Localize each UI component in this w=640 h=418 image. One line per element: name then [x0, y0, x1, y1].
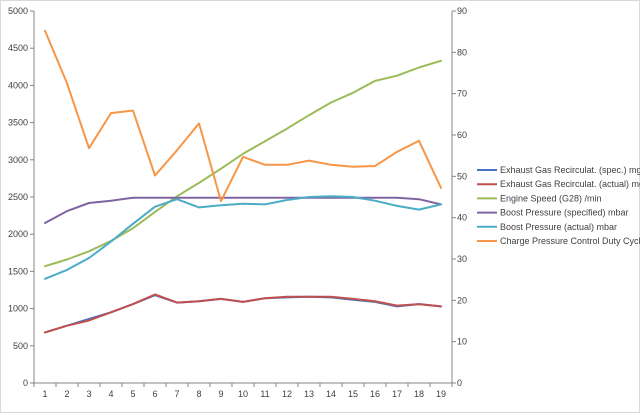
x-tick-label: 3 — [86, 389, 91, 399]
y-tick-label-left: 4500 — [8, 43, 28, 53]
x-tick-label: 11 — [260, 389, 269, 399]
x-tick-label: 9 — [218, 389, 223, 399]
x-tick-label: 14 — [326, 389, 336, 399]
y-tick-label-right: 80 — [457, 47, 467, 57]
x-tick-label: 19 — [436, 389, 446, 399]
x-tick-label: 2 — [64, 389, 69, 399]
x-tick-label: 5 — [130, 389, 135, 399]
y-tick-label-left: 5000 — [8, 6, 28, 16]
series-layer — [44, 29, 442, 334]
y-tick-label-left: 2500 — [8, 192, 28, 202]
x-tick-label: 16 — [370, 389, 380, 399]
y-tick-label-left: 4000 — [8, 80, 28, 90]
x-tick-label: 7 — [174, 389, 179, 399]
legend-label-2: Exhaust Gas Recirculat. (actual) mg/str — [500, 179, 640, 189]
y-tick-label-right: 10 — [457, 337, 467, 347]
series-line-4 — [44, 196, 442, 224]
legend-label-1: Exhaust Gas Recirculat. (spec.) mg/str — [500, 165, 640, 175]
y-tick-label-left: 3500 — [8, 118, 28, 128]
y-tick-label-right: 30 — [457, 254, 467, 264]
y-tick-label-right: 70 — [457, 89, 467, 99]
x-tick-label: 15 — [348, 389, 358, 399]
y-tick-label-left: 1000 — [8, 304, 28, 314]
x-tick-label: 12 — [282, 389, 292, 399]
x-tick-label: 6 — [152, 389, 157, 399]
legend: Exhaust Gas Recirculat. (spec.) mg/str Ex… — [477, 165, 640, 246]
y-tick-label-right: 40 — [457, 213, 467, 223]
legend-label-4: Boost Pressure (specified) mbar — [500, 208, 629, 218]
x-tick-label: 18 — [414, 389, 424, 399]
y-tick-label-right: 0 — [457, 378, 462, 388]
y-tick-label-left: 3000 — [8, 155, 28, 165]
series-line-5 — [44, 195, 442, 280]
y-tick-label-right: 20 — [457, 295, 467, 305]
legend-label-5: Boost Pressure (actual) mbar — [500, 222, 617, 232]
x-tick-label: 1 — [42, 389, 47, 399]
y-tick-label-left: 2000 — [8, 229, 28, 239]
legend-label-3: Engine Speed (G28) /min — [500, 193, 602, 203]
legend-label-6: Charge Pressure Control Duty Cycle % — [500, 236, 640, 246]
y-tick-label-left: 0 — [23, 378, 28, 388]
y-tick-label-right: 60 — [457, 130, 467, 140]
x-tick-label: 17 — [392, 389, 402, 399]
series-line-2 — [44, 293, 442, 334]
y-tick-label-right: 50 — [457, 171, 467, 181]
y-tick-label-left: 500 — [13, 341, 28, 351]
x-tick-label: 8 — [196, 389, 201, 399]
axes: 0500100015002000250030003500400045005000… — [8, 6, 467, 399]
x-tick-label: 13 — [304, 389, 314, 399]
x-tick-label: 10 — [238, 389, 248, 399]
y-tick-label-left: 1500 — [8, 266, 28, 276]
x-tick-label: 4 — [108, 389, 113, 399]
y-tick-label-right: 90 — [457, 6, 467, 16]
series-line-6 — [44, 29, 442, 203]
